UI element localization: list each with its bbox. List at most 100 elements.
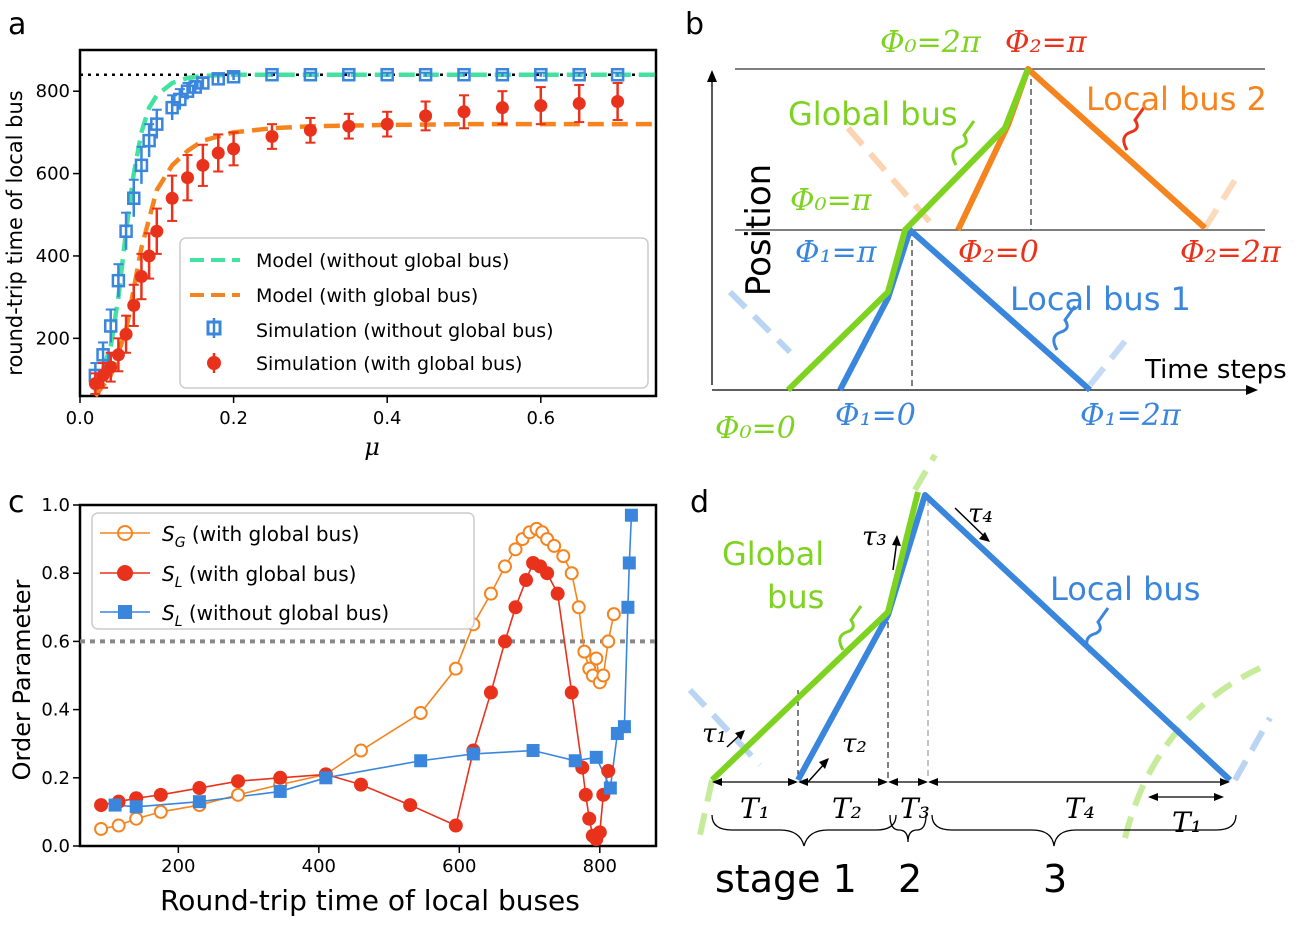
a-xtick-label: 0.4 [373,408,402,429]
c-sg-with-point [448,661,463,676]
c-sg-with-point [153,804,168,819]
d-tau3-arrowhead [892,535,901,546]
c-sl-without-point [603,781,617,795]
legend-label-model-with: Model (with global bus) [256,285,478,307]
c-ytick-label: 0.8 [41,563,70,584]
a-sim-without-point [103,319,118,333]
panel-d-diagram: Global bus Local bus τ₁ τ₂ τ₃ τ₄ T₁ T₂ T… [687,453,1273,901]
a-sim-with-point [181,171,195,185]
d-T2: T₂ [832,792,862,825]
d-ah-7 [928,778,938,786]
d-pointer-local [1085,607,1110,653]
d-brace-stage2 [889,814,927,843]
panel-c-chart: 200 400 600 800 0.0 0.2 0.4 0.6 0.8 1.0 Order Par… [8,495,658,917]
d-tau4-arrow [954,507,987,539]
d-blue-fade-left [687,687,763,768]
b-phi0-2pi: Φ₀=2π [880,25,982,60]
c-sl-with-point [519,573,534,588]
panel-c-xlabel: Round-trip time of local buses [160,884,580,917]
a-model-without-line [93,72,656,393]
legend-label-sim-with: Simulation (with global bus) [256,353,522,375]
d-interval-arrows [714,781,1228,798]
panel-a-ylabel: round-trip time of local bus [3,90,27,375]
c-sl-with-point [273,770,288,785]
c-sg-with-point [606,607,621,622]
d-global-label-1: Global [722,535,824,573]
a-sim-without-point [150,117,164,131]
panel-label-d: d [690,485,709,520]
c-sl-with-point [540,566,555,581]
b-local-bus-1-path [837,227,1092,393]
b-global-bus-path [785,67,1031,393]
c-sl-without-point [273,784,287,798]
d-pointer-global [838,605,863,651]
c-sg-with-point [564,566,579,581]
a-sim-with-point [303,123,317,137]
d-local-bus-path [795,492,1233,783]
a-ytick-label: 200 [36,328,70,349]
a-sim-with-point [196,158,210,172]
c-sl-with-point [550,586,565,601]
c-sl-without-point [621,600,635,614]
d-stage1: stage 1 [715,857,857,901]
a-sim-with-point [380,117,394,131]
a-sim-without-point [265,67,279,82]
b-blue-fade-left [727,289,793,355]
b-time-label: Time steps [1144,355,1287,385]
a-sim-without-point [142,133,156,148]
d-green-fade-top [912,453,938,492]
c-sl-with-point [582,811,597,826]
b-phi2-2pi: Φ₂=2π [1180,235,1282,270]
d-brace-stage1 [711,814,897,847]
b-x-arrow [1246,385,1258,395]
a-sim-without-point [342,67,356,82]
b-phi0-pi: Φ₀=π [790,183,873,218]
panel-label-a: a [8,7,26,42]
legend-label-model-without: Model (without global bus) [256,250,509,272]
panel-label-b: b [685,7,704,42]
a-sim-with-point [142,249,156,263]
d-ah-9 [1148,793,1158,801]
c-sl-with-point [483,685,498,700]
b-orange-fade-right [1202,170,1243,230]
c-xtick-label: 800 [583,856,617,877]
b-phi1-0: Φ₁=0 [835,398,916,433]
a-ytick-label: 600 [36,164,70,185]
b-pointer-local-2 [1122,105,1147,151]
c-ytick-label: 0.2 [41,768,70,789]
c-sl-without-point [622,556,636,570]
d-tau2: τ₂ [842,729,867,759]
panel-c-legend: SG (with global bus) SL (with global bus… [91,512,475,630]
a-sim-without-point [111,273,126,288]
panel-c-axes: 200 400 600 800 0.0 0.2 0.4 0.6 0.8 1.0 [41,495,617,877]
c-sl-without-point [129,800,143,814]
d-tau4: τ₄ [968,499,993,529]
panel-a-xlabel: μ [364,433,380,461]
d-global-label-2: bus [767,578,824,616]
a-sim-without-point [96,348,110,362]
c-sl-with-point [497,634,512,649]
c-sg-with-point [547,538,562,553]
a-sim-with-point [134,270,148,284]
c-sl-with-point [403,798,418,813]
a-sim-without-point [211,72,225,86]
b-phi0-0: Φ₀=0 [715,411,796,446]
panel-a-chart: 0.0 0.2 0.4 0.6 200 400 600 800 round-trip time… [3,48,658,461]
a-xtick-label: 0.2 [219,408,248,429]
d-ah-10 [1214,793,1224,801]
c-sl-without-point [589,750,603,764]
c-sl-without-point [108,798,122,812]
b-phi2-pi: Φ₂=π [1005,25,1088,60]
c-xtick-label: 600 [442,856,476,877]
c-sl-with-point [231,774,246,789]
a-sim-without-point [495,67,510,82]
c-ytick-label: 0.4 [41,700,70,721]
panel-c-ylabel: Order Parameter [8,580,36,781]
b-pointer-global [951,120,976,166]
panel-c-frame [78,503,658,848]
c-sg-with-point [596,668,611,683]
b-blue-fade-right [1087,333,1133,387]
panel-a-data [80,67,656,398]
a-sim-without-point [418,67,433,82]
a-sim-with-point [342,119,356,133]
